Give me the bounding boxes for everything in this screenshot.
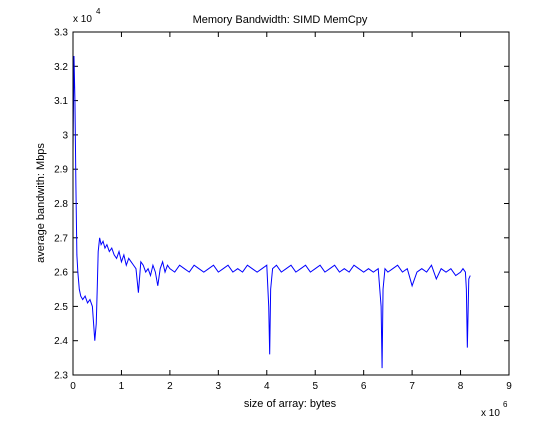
y-multiplier-exponent: 4 xyxy=(96,7,101,16)
y-axis-label: average bandwith: Mbps xyxy=(35,143,47,263)
x-tick-label: 6 xyxy=(361,381,367,392)
x-multiplier-label: x 10 xyxy=(481,408,500,419)
x-tick-label: 4 xyxy=(264,381,270,392)
x-tick-label: 7 xyxy=(409,381,415,392)
y-tick-label: 2.7 xyxy=(54,233,68,244)
y-tick-label: 3.2 xyxy=(54,62,68,73)
y-tick-label: 2.9 xyxy=(54,165,68,176)
x-tick-label: 0 xyxy=(70,381,76,392)
y-tick-label: 3 xyxy=(62,130,68,141)
x-tick-label: 3 xyxy=(216,381,222,392)
plot-frame xyxy=(72,31,510,376)
y-tick-label: 3.1 xyxy=(54,96,68,107)
y-tick-label: 3.3 xyxy=(54,28,68,39)
x-tick-label: 8 xyxy=(458,381,464,392)
y-tick-label: 2.3 xyxy=(54,371,68,382)
y-tick-label: 2.4 xyxy=(54,336,68,347)
x-tick-label: 2 xyxy=(167,381,173,392)
plot-area xyxy=(73,32,509,375)
series-line xyxy=(72,55,471,369)
x-axis-label: size of array: bytes xyxy=(244,398,337,410)
x-tick-label: 1 xyxy=(119,381,125,392)
y-tick-label: 2.5 xyxy=(54,302,68,313)
x-tick-label: 9 xyxy=(506,381,512,392)
x-multiplier-exponent: 6 xyxy=(503,400,508,409)
chart-title: Memory Bandwidth: SIMD MemCpy xyxy=(193,14,368,26)
y-multiplier-label: x 10 xyxy=(73,14,92,25)
x-tick-label: 5 xyxy=(312,381,318,392)
y-tick-label: 2.6 xyxy=(54,268,68,279)
y-tick-label: 2.8 xyxy=(54,199,68,210)
